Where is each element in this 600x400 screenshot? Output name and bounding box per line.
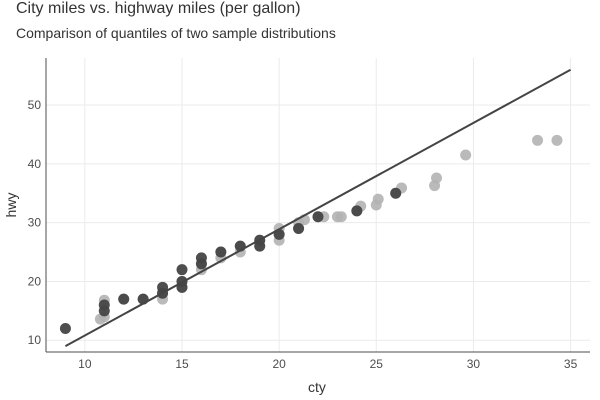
scatter-point-dark: [312, 211, 324, 223]
y-tick-label: 30: [28, 216, 42, 230]
x-tick-label: 20: [272, 357, 286, 371]
x-tick-label: 30: [467, 357, 481, 371]
scatter-point-light: [532, 134, 544, 146]
chart-subtitle: Comparison of quantiles of two sample di…: [16, 25, 336, 41]
series-dark-points: [59, 187, 402, 334]
grid-lines: [46, 58, 590, 352]
x-tick-label: 15: [175, 357, 189, 371]
scatter-point-dark: [59, 322, 71, 334]
x-tick-label: 25: [370, 357, 384, 371]
x-tick-label: 35: [564, 357, 578, 371]
scatter-point-dark: [390, 187, 402, 199]
scatter-point-light: [551, 134, 563, 146]
y-tick-label: 20: [28, 274, 42, 288]
chart-title: City miles vs. highway miles (per gallon…: [16, 0, 301, 17]
scatter-point-dark: [98, 299, 110, 311]
scatter-point-dark: [118, 293, 130, 305]
y-axis-title: hwy: [3, 193, 19, 218]
y-tick-label: 10: [28, 333, 42, 347]
scatter-point-dark: [157, 281, 169, 293]
x-axis-title: cty: [308, 379, 326, 395]
x-tick-label: 10: [78, 357, 92, 371]
y-tick-label: 40: [28, 157, 42, 171]
y-tick-label: 50: [28, 98, 42, 112]
axes: [45, 58, 590, 353]
reference-line-group: [64, 68, 572, 347]
scatter-point-dark: [215, 246, 227, 258]
reference-line: [64, 68, 572, 347]
scatter-point-dark: [195, 252, 207, 264]
scatter-point-light: [460, 149, 472, 161]
scatter-point-light: [335, 211, 347, 223]
scatter-point-light: [372, 193, 384, 205]
scatter-point-dark: [351, 205, 363, 217]
scatter-point-dark: [293, 223, 305, 235]
scatter-point-light: [431, 172, 443, 184]
tick-labels: 10 15 20 25 30 35 10 20 30 40 50: [28, 98, 578, 371]
scatter-point-dark: [176, 264, 188, 276]
